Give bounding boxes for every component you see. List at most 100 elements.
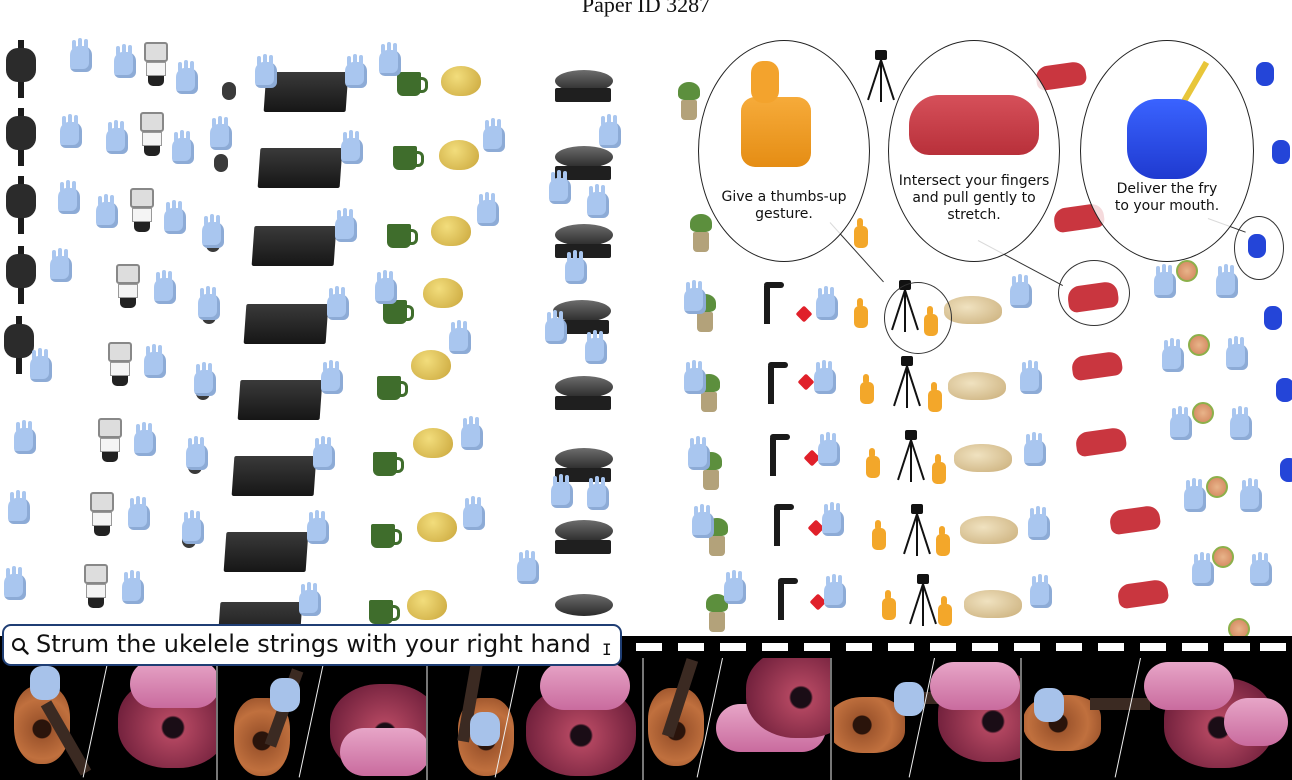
golden-teapot — [417, 512, 457, 542]
blue-hand — [814, 362, 836, 394]
blue-hand — [1024, 434, 1046, 466]
search-query-text[interactable]: Strum the ukelele strings with your righ… — [36, 630, 591, 658]
right-object-grid: Give a thumbs-up gesture. Intersect your… — [648, 38, 1292, 636]
blue-hand — [461, 418, 483, 450]
thumb-hand — [938, 596, 952, 626]
orange-fruit — [1206, 476, 1228, 498]
blue-hand — [545, 312, 567, 344]
column-slab — [215, 38, 367, 630]
blue-hand — [182, 512, 204, 544]
frying-pan — [555, 70, 613, 92]
blue-hand — [4, 568, 26, 600]
pink-hand — [1144, 662, 1234, 710]
potted-plant — [706, 594, 728, 632]
red-heart — [795, 305, 813, 323]
text-prompt-search-bar[interactable]: Strum the ukelele strings with your righ… — [2, 624, 622, 666]
film-frame — [220, 658, 428, 780]
blue-hand — [30, 350, 52, 382]
film-frame — [1024, 658, 1292, 780]
film-perforation — [972, 643, 998, 651]
blue-hand — [894, 682, 924, 716]
plush-cat — [960, 516, 1018, 544]
bubble-caption: Intersect your fingers — [898, 173, 1050, 189]
blue-hand — [1216, 266, 1238, 298]
robot-figure — [88, 492, 116, 536]
blue-hand — [483, 120, 505, 152]
blue-hand — [816, 288, 838, 320]
green-mug — [393, 146, 424, 170]
blue-hand — [1230, 408, 1252, 440]
bubble-caption: Deliver the fry — [1116, 181, 1218, 197]
black-faucet — [762, 358, 788, 404]
left-object-grid — [0, 38, 645, 630]
blue-hand — [164, 202, 186, 234]
blue-hand — [688, 438, 710, 470]
blue-hand — [1030, 576, 1052, 608]
frying-pan — [555, 224, 613, 246]
frying-pan — [555, 146, 613, 168]
potted-plant — [678, 82, 700, 120]
orange-fruit — [1188, 334, 1210, 356]
film-perforation — [888, 643, 914, 651]
blue-hand — [321, 362, 343, 394]
frying-pan — [555, 448, 613, 470]
blue-hand — [375, 272, 397, 304]
column-mug-teapot — [365, 38, 515, 630]
film-perforation — [1140, 643, 1166, 651]
frame-divider — [82, 658, 109, 778]
blue-hand — [684, 362, 706, 394]
blue-hand — [1240, 480, 1262, 512]
golden-teapot — [431, 216, 471, 246]
computer-mouse — [214, 154, 228, 172]
frying-pan — [555, 594, 613, 616]
film-perforation — [720, 643, 746, 651]
blue-hand — [692, 506, 714, 538]
blue-hand — [477, 194, 499, 226]
dark-blue-hand — [1280, 458, 1292, 482]
thumb-hand — [854, 218, 868, 248]
black-slab — [257, 148, 343, 188]
search-icon[interactable] — [11, 637, 29, 655]
golden-teapot — [439, 140, 479, 170]
blue-hand — [549, 172, 571, 204]
golden-teapot — [407, 590, 447, 620]
frame-divider — [298, 658, 325, 778]
camera-rig — [6, 108, 36, 166]
stove — [555, 468, 611, 482]
orange-fruit — [1192, 402, 1214, 424]
film-frame — [0, 658, 218, 780]
film-perforation — [804, 643, 830, 651]
dark-blue-hand — [1256, 62, 1274, 86]
blue-hand — [470, 712, 500, 746]
black-slab — [223, 532, 309, 572]
green-mug — [371, 524, 402, 548]
speech-bubble-intersect-fingers: Intersect your fingers and pull gently t… — [888, 40, 1060, 262]
dark-blue-hand — [1276, 378, 1292, 402]
film-perforation — [762, 643, 788, 651]
orange-fruit — [1176, 260, 1198, 282]
green-mug — [373, 452, 404, 476]
blue-hand — [1184, 480, 1206, 512]
frying-pan — [553, 300, 611, 322]
text-cursor-icon: I — [602, 640, 612, 659]
plush-cat — [948, 372, 1006, 400]
robot-figure — [82, 564, 110, 608]
blue-hand — [587, 186, 609, 218]
blue-hand — [1020, 362, 1042, 394]
film-perforation — [1014, 643, 1040, 651]
thumb-hand — [936, 526, 950, 556]
potted-plant — [690, 214, 712, 252]
frying-pan — [555, 520, 613, 542]
blue-hand — [70, 40, 92, 72]
blue-hand — [144, 346, 166, 378]
blue-hand — [134, 424, 156, 456]
camera-tripod — [903, 504, 931, 556]
blue-hand — [154, 272, 176, 304]
plush-cat — [944, 296, 1002, 324]
camera-tripod — [909, 574, 937, 626]
thumb-hand — [872, 520, 886, 550]
stove — [555, 396, 611, 410]
blue-hand — [379, 44, 401, 76]
interlaced-red-hands — [909, 95, 1039, 155]
column-robot — [80, 38, 200, 630]
